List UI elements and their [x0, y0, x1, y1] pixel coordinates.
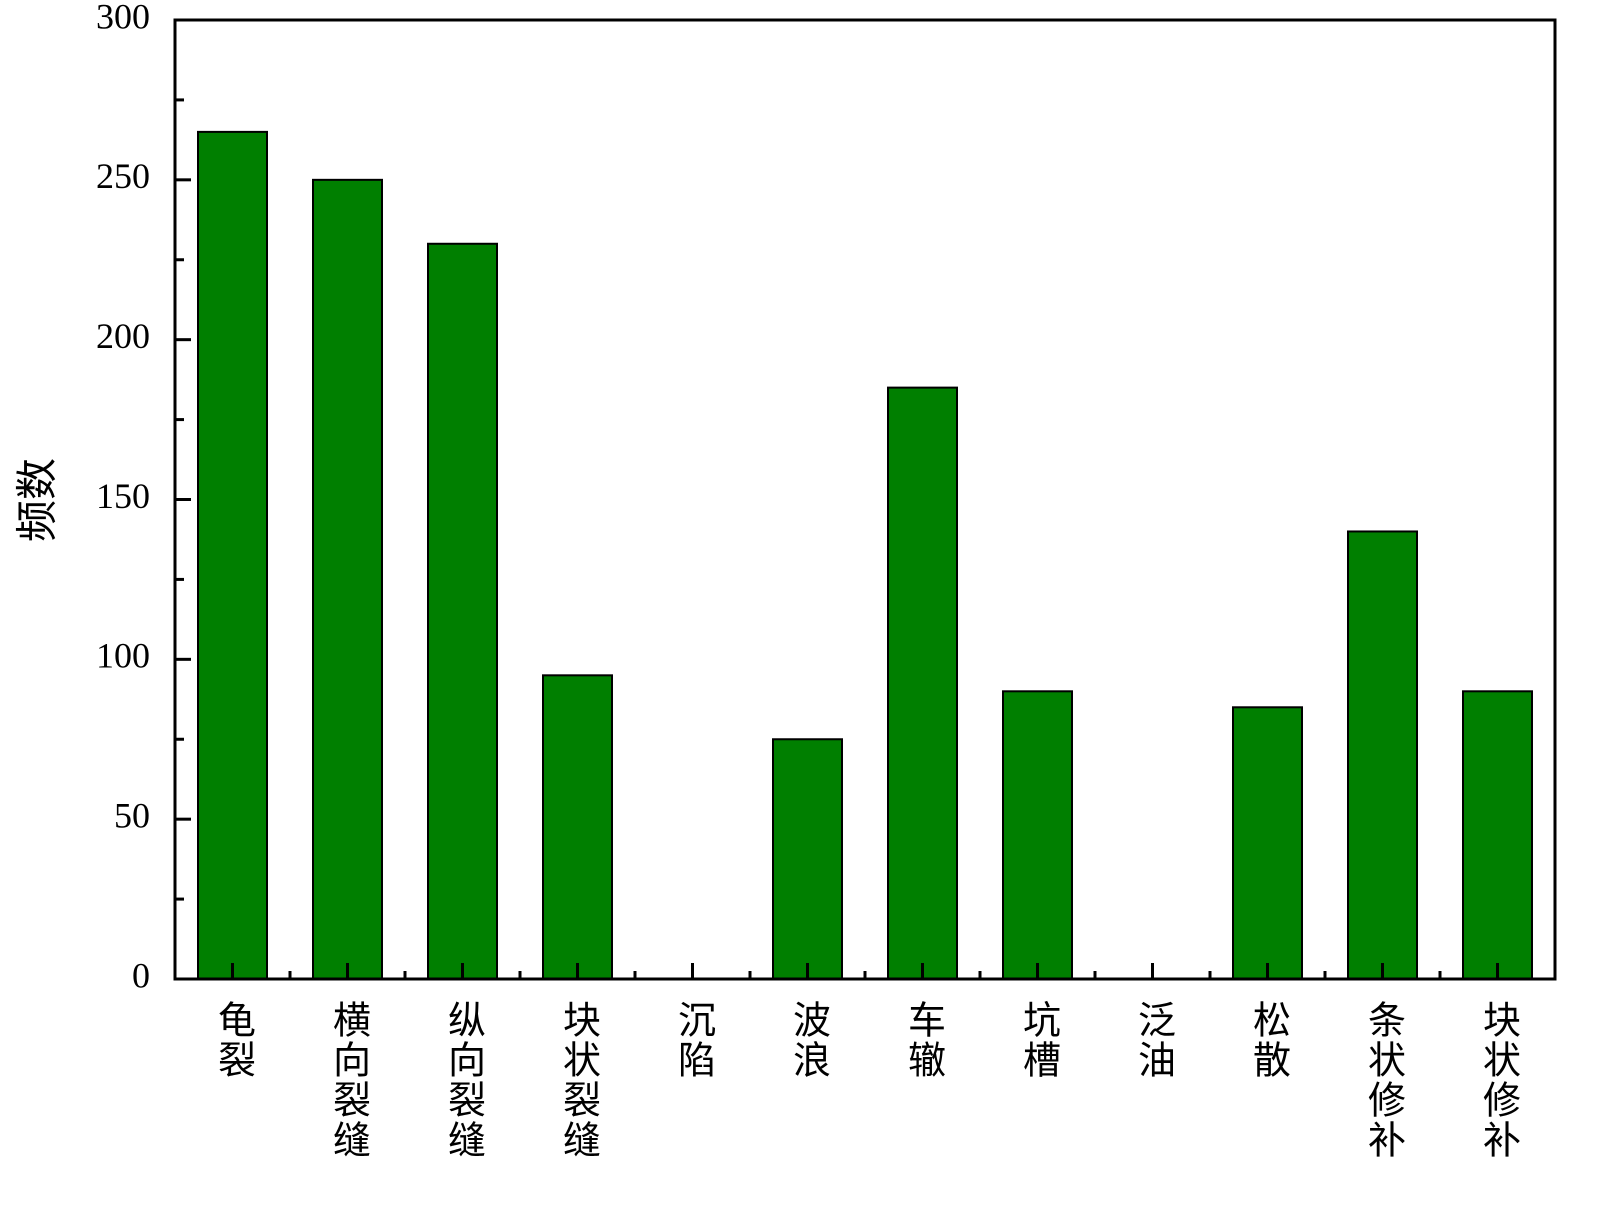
- y-tick-label: 300: [96, 0, 150, 36]
- x-tick-label: 松散: [1247, 1000, 1290, 1080]
- x-tick-label: 龟裂: [212, 1000, 255, 1080]
- y-tick-label: 100: [96, 636, 150, 676]
- bar: [1232, 706, 1303, 980]
- y-tick-label: 200: [96, 316, 150, 356]
- bar: [1462, 690, 1533, 980]
- x-tick-label: 块状修补: [1477, 1000, 1521, 1160]
- y-axis-label: 频数: [16, 458, 62, 542]
- bar: [427, 242, 498, 980]
- x-tick-label: 坑槽: [1017, 1000, 1060, 1080]
- y-tick-label: 250: [96, 156, 150, 196]
- x-tick-label: 车辙: [902, 1000, 945, 1080]
- bar: [887, 386, 958, 981]
- x-tick-label: 沉陷: [672, 1000, 715, 1080]
- y-tick-label: 150: [96, 476, 150, 516]
- bar: [1347, 530, 1418, 980]
- x-tick-label: 纵向裂缝: [442, 1000, 485, 1160]
- bar: [312, 178, 383, 981]
- x-tick-label: 波浪: [787, 1000, 830, 1080]
- plot-frame: [173, 18, 1557, 981]
- bar: [1002, 690, 1073, 980]
- x-tick-label: 横向裂缝: [327, 1000, 370, 1160]
- bar: [197, 130, 268, 980]
- y-tick-label: 0: [132, 955, 150, 995]
- x-tick-label: 块状裂缝: [557, 1000, 600, 1160]
- bar: [772, 738, 843, 980]
- x-tick-label: 条状修补: [1362, 1000, 1406, 1160]
- bar: [542, 674, 613, 980]
- y-tick-label: 50: [114, 795, 150, 835]
- x-tick-label: 泛油: [1132, 1000, 1175, 1080]
